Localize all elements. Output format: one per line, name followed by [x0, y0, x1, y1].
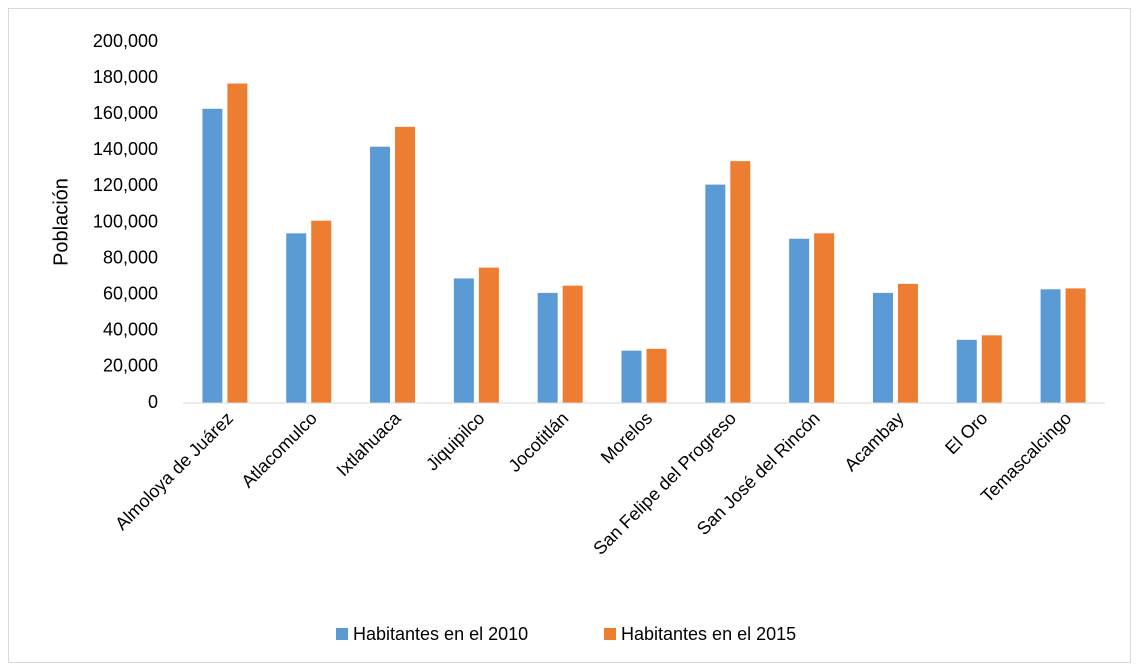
bar — [370, 146, 391, 403]
legend-swatch — [604, 628, 616, 640]
bar — [872, 292, 893, 403]
legend-swatch — [336, 628, 348, 640]
bar — [537, 292, 558, 403]
y-tick-label: 100,000 — [93, 211, 158, 231]
bar — [705, 184, 726, 403]
y-tick-label: 180,000 — [93, 67, 158, 87]
bar — [621, 350, 642, 403]
bar — [1040, 289, 1061, 403]
bar — [311, 220, 332, 403]
bar — [730, 161, 751, 403]
bar — [202, 108, 223, 403]
y-tick-label: 120,000 — [93, 175, 158, 195]
bar — [789, 238, 810, 403]
bar — [1065, 288, 1086, 403]
bar — [956, 339, 977, 403]
bar — [814, 233, 835, 403]
y-tick-label: 20,000 — [103, 356, 158, 376]
legend-label: Habitantes en el 2015 — [621, 624, 796, 644]
bar — [897, 283, 918, 403]
y-tick-label: 200,000 — [93, 31, 158, 51]
y-tick-label: 60,000 — [103, 283, 158, 303]
bar — [981, 335, 1002, 403]
bar — [478, 267, 499, 403]
y-tick-label: 80,000 — [103, 247, 158, 267]
y-tick-label: 0 — [148, 392, 158, 412]
bar — [227, 83, 248, 403]
y-tick-label: 40,000 — [103, 320, 158, 340]
y-tick-label: 160,000 — [93, 103, 158, 123]
bar — [646, 348, 667, 403]
y-axis-label: Población — [50, 178, 72, 266]
bar — [395, 126, 416, 404]
legend-label: Habitantes en el 2010 — [353, 624, 528, 644]
y-tick-label: 140,000 — [93, 139, 158, 159]
bar — [453, 278, 474, 403]
bar — [562, 285, 583, 403]
bar — [286, 233, 307, 403]
